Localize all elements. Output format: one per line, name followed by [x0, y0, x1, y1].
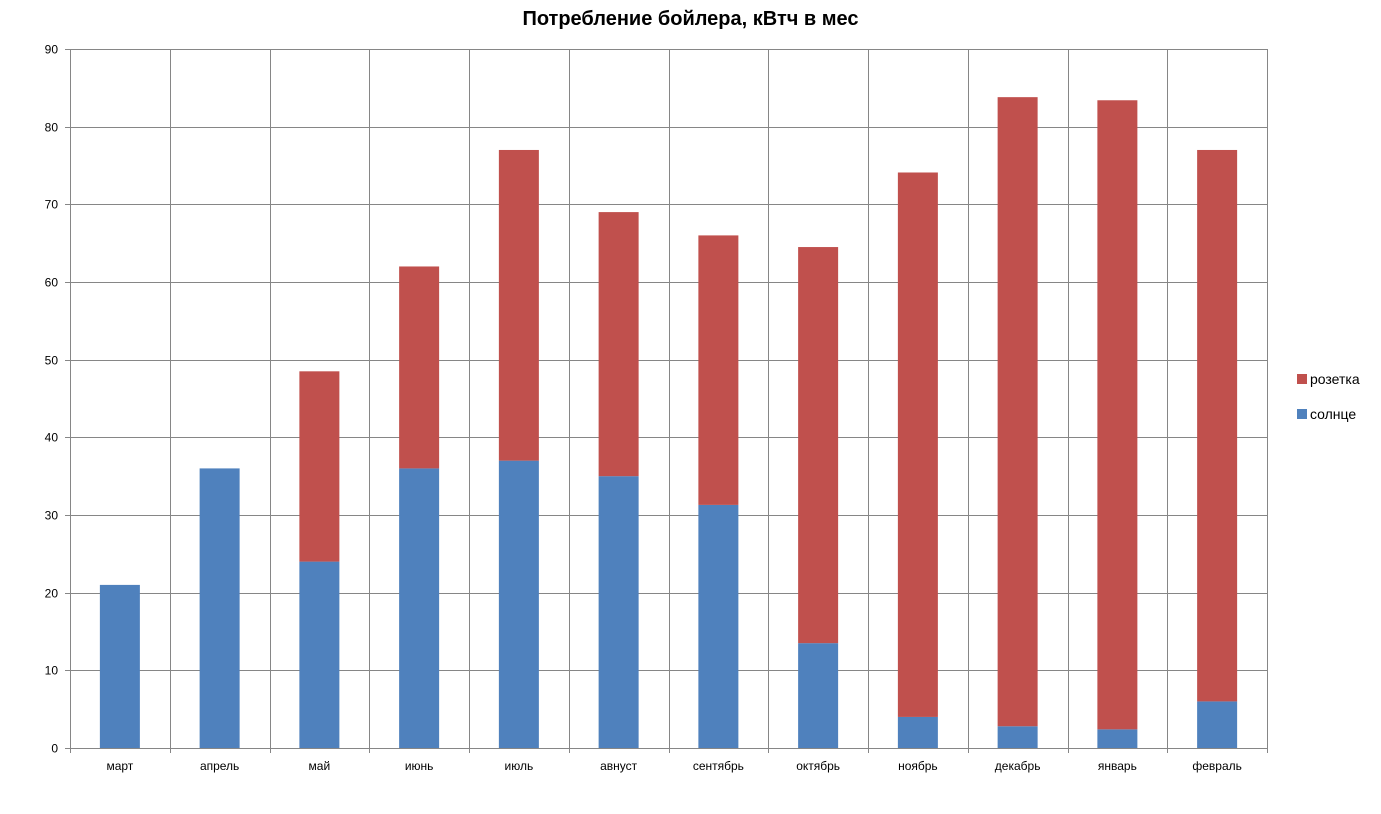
x-tick-label: сентябрь	[693, 759, 744, 773]
legend-swatch-solar	[1297, 409, 1307, 419]
bar-solar-11	[1197, 701, 1238, 748]
bar-solar-9	[997, 726, 1038, 748]
x-tick-label: апрель	[200, 759, 239, 773]
x-tick-label: ноябрь	[898, 759, 938, 773]
bar-solar-3	[399, 468, 440, 748]
axes: 0 10 20 30 40 50 60 70 80 90 март апрель май июнь июль…	[45, 43, 1268, 773]
bar-socket-2	[299, 371, 340, 562]
bar-socket-5	[598, 212, 639, 477]
bar-socket-9	[997, 97, 1038, 727]
bar-solar-0	[99, 584, 140, 748]
x-tick-label: май	[309, 759, 331, 773]
bar-solar-4	[498, 460, 539, 748]
legend-swatch-socket	[1297, 374, 1307, 384]
x-tick-label: октябрь	[796, 759, 840, 773]
y-tick-label: 30	[45, 509, 59, 523]
y-tick-label: 0	[51, 742, 58, 756]
bar-solar-5	[598, 476, 639, 748]
x-tick-label: декабрь	[995, 759, 1041, 773]
chart-title: Потребление бойлера, кВтч в мес	[522, 8, 859, 30]
x-tick-label: июль	[505, 759, 534, 773]
bar-socket-3	[399, 266, 440, 469]
y-tick-label: 20	[45, 587, 59, 601]
bar-socket-11	[1197, 149, 1238, 702]
legend-label-socket: розетка	[1310, 371, 1360, 387]
x-tick-label: февраль	[1192, 759, 1242, 773]
bar-solar-7	[798, 643, 839, 748]
bar-socket-8	[897, 172, 938, 717]
y-tick-label: 80	[45, 121, 59, 135]
bar-socket-4	[498, 149, 539, 461]
legend: розетка солнце	[1297, 371, 1360, 422]
legend-label-solar: солнце	[1310, 406, 1356, 422]
bar-solar-10	[1097, 729, 1138, 748]
bar-solar-8	[897, 716, 938, 748]
x-tick-label: март	[106, 759, 133, 773]
y-tick-label: 60	[45, 276, 59, 290]
bar-solar-1	[199, 468, 240, 748]
x-tick-label: январь	[1098, 759, 1137, 773]
grid-lines	[70, 49, 1268, 749]
bar-socket-7	[798, 247, 839, 644]
bar-socket-10	[1097, 100, 1138, 730]
bar-solar-6	[698, 504, 739, 748]
bar-series	[99, 97, 1238, 748]
y-tick-label: 50	[45, 354, 59, 368]
x-tick-label: авнуст	[600, 759, 638, 773]
y-tick-label: 10	[45, 664, 59, 678]
x-tick-label: июнь	[405, 759, 434, 773]
y-tick-label: 90	[45, 43, 59, 57]
y-tick-label: 70	[45, 198, 59, 212]
bar-socket-6	[698, 235, 739, 505]
bar-solar-2	[299, 561, 340, 748]
y-tick-label: 40	[45, 431, 59, 445]
